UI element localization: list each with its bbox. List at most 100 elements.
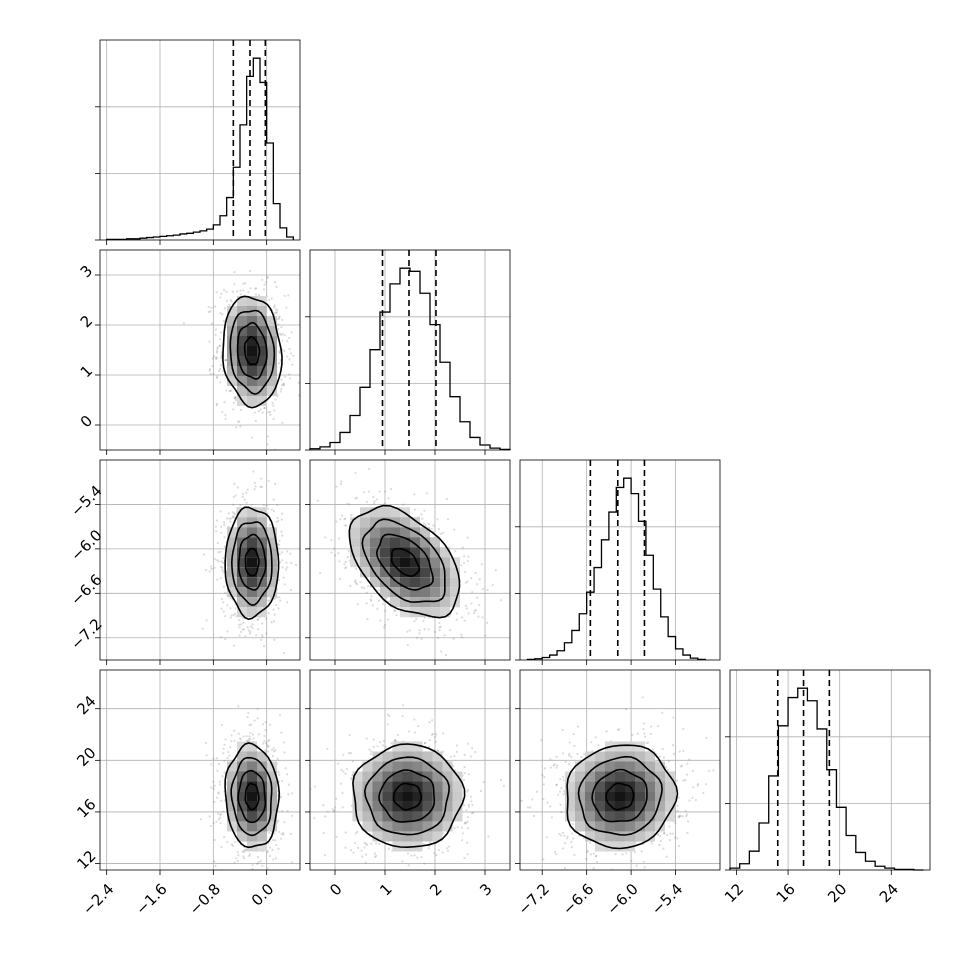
density-panel-1-3-sample-point bbox=[470, 795, 473, 798]
density-panel-0-1-density-cell bbox=[267, 376, 277, 386]
density-panel-0-2-sample-point bbox=[275, 603, 278, 607]
hist-panel-3-frame bbox=[729, 669, 931, 871]
density-panel-0-1-sample-point bbox=[229, 389, 232, 393]
density-panel-2-3-sample-point bbox=[572, 823, 575, 826]
density-panel-0-1-sample-point bbox=[259, 408, 262, 411]
density-panel-1-2-sample-point bbox=[453, 528, 456, 531]
density-panel-2-3-sample-point bbox=[675, 779, 679, 782]
density-panel-0-3-sample-point bbox=[271, 748, 274, 752]
density-panel-0-1-density-cell bbox=[257, 386, 267, 396]
density-panel-0-2-sample-point bbox=[215, 530, 218, 533]
density-panel-1-3-density-cell bbox=[362, 771, 373, 782]
density-panel-0-2-density-cell bbox=[247, 607, 257, 618]
density-panel-1-2-sample-point bbox=[365, 500, 368, 503]
density-panel-0-3-sample-point bbox=[251, 868, 254, 870]
density-panel-0-1-sample-point bbox=[292, 354, 295, 357]
density-panel-0-2-sample-point bbox=[248, 632, 252, 635]
density-panel-1-3-sample-point bbox=[435, 853, 438, 857]
density-panel-1-3-density-cell bbox=[402, 781, 413, 792]
density-panel-2-3-sample-point bbox=[572, 733, 575, 736]
density-panel-1-2-density-cell bbox=[400, 597, 410, 608]
density-panel-0-1-sample-point bbox=[272, 417, 275, 421]
density-panel-1-2-contour-0 bbox=[390, 547, 421, 577]
density-panel-1-3-density-cell bbox=[352, 791, 363, 802]
density-panel-1-2-density-cell bbox=[440, 547, 450, 558]
density-panel-1-3-sample-point bbox=[463, 771, 466, 775]
density-panel-0-1-sample-point bbox=[290, 331, 293, 334]
density-panel-0-3-sample-point bbox=[271, 848, 274, 851]
density-panel-2-3-density-cell bbox=[645, 751, 655, 762]
density-panel-2-3-sample-point bbox=[592, 867, 595, 870]
density-panel-0-3-density-cell bbox=[257, 841, 267, 852]
density-panel-2-3-density-cell bbox=[595, 801, 605, 812]
density-panel-2-3-density-cell bbox=[615, 791, 625, 802]
density-panel-0-1-sample-point bbox=[236, 290, 239, 293]
density-panel-1-3-sample-point bbox=[322, 832, 325, 835]
density-panel-0-3-sample-point bbox=[212, 780, 215, 784]
density-panel-2-3-sample-point bbox=[580, 756, 583, 759]
density-panel-1-2-sample-point bbox=[355, 496, 358, 500]
density-panel-2-3-sample-point bbox=[559, 803, 562, 806]
density-panel-0-2-sample-point bbox=[285, 561, 288, 564]
density-panel-0-2-sample-point bbox=[285, 601, 289, 604]
density-panel-1-3-density-cell bbox=[382, 771, 393, 782]
density-panel-2-3-sample-point bbox=[642, 722, 646, 725]
density-panel-1-2-sample-point bbox=[337, 552, 340, 555]
density-panel-0-1-sample-point bbox=[281, 421, 284, 424]
density-panel-0-2-sample-point bbox=[216, 559, 219, 562]
density-panel-0-3-sample-point bbox=[247, 878, 249, 880]
density-panel-0-3-sample-point bbox=[290, 814, 294, 817]
density-panel-1-3-density-cell bbox=[432, 761, 443, 772]
density-panel-0-3-sample-point bbox=[228, 754, 231, 757]
density-panel-1-2-density-cell bbox=[400, 587, 410, 598]
density-panel-0-1-sample-point bbox=[261, 278, 264, 281]
density-panel-1-2-density-cell bbox=[360, 537, 370, 548]
density-panel-0-1-sample-point bbox=[282, 382, 285, 385]
density-panel-0-2-sample-point bbox=[232, 613, 235, 616]
density-panel-0-1-sample-point bbox=[268, 410, 272, 414]
density-panel-2-3-density-cell bbox=[625, 821, 635, 832]
density-panel-1-3-density-cell bbox=[422, 821, 433, 832]
density-panel-0-3-sample-point bbox=[219, 822, 222, 825]
density-panel-1-2-sample-point bbox=[360, 586, 363, 589]
density-panel-0-2-sample-point bbox=[202, 553, 206, 556]
density-panel-1-2-density-cell bbox=[420, 607, 430, 618]
density-panel-2-3-sample-point bbox=[647, 741, 650, 744]
density-panel-1-2-density-cell bbox=[350, 557, 360, 568]
density-panel-0-3-sample-point bbox=[277, 771, 280, 774]
density-panel-1-2-sample-point bbox=[383, 490, 387, 493]
density-panel-1-2-sample-point bbox=[372, 495, 375, 499]
density-panel-0-3-sample-point bbox=[217, 792, 220, 795]
density-panel-1-2-sample-point bbox=[491, 583, 494, 587]
density-panel-0-1-sample-point bbox=[278, 332, 282, 335]
density-panel-2-3-density-cell bbox=[655, 811, 665, 822]
density-panel-2-3-sample-point bbox=[657, 833, 660, 836]
density-panel-1-3-sample-point bbox=[372, 745, 375, 748]
density-panel-0-1-sample-point bbox=[277, 362, 281, 365]
density-panel-2-3-sample-point bbox=[565, 837, 569, 840]
density-panel-1-3-density-cell bbox=[372, 821, 383, 832]
density-panel-0-3-sample-point bbox=[245, 735, 248, 738]
density-panel-1-3-sample-point bbox=[352, 851, 355, 854]
density-panel-1-2-density-cell bbox=[360, 507, 370, 518]
density-panel-2-3-sample-point bbox=[594, 855, 598, 858]
density-panel-2-3-density-cell bbox=[615, 781, 625, 792]
density-panel-1-3-density-cell bbox=[412, 811, 423, 822]
density-panel-0-1-sample-point bbox=[207, 310, 211, 314]
density-panel-0-2-density-cell bbox=[247, 597, 257, 608]
density-panel-0-1-density-cell bbox=[237, 296, 247, 306]
density-panel-2-3-sample-point bbox=[567, 762, 570, 766]
density-panel-0-3-sample-point bbox=[285, 773, 289, 776]
density-panel-1-3-density-cell bbox=[442, 821, 453, 832]
density-panel-2-3-sample-point bbox=[550, 816, 553, 819]
density-panel-2-3-sample-point bbox=[697, 782, 700, 786]
density-panel-2-3-density-cell bbox=[595, 751, 605, 762]
density-panel-0-3-sample-point bbox=[245, 888, 247, 890]
density-panel-2-3-sample-point bbox=[680, 764, 683, 767]
density-panel-2-3-density-cell bbox=[575, 821, 585, 832]
density-panel-0-1-density-cell bbox=[237, 346, 247, 356]
density-panel-1-2-sample-point bbox=[406, 643, 409, 647]
density-panel-1-2-sample-point bbox=[377, 589, 380, 592]
density-panel-1-2-sample-point bbox=[478, 578, 481, 581]
density-panel-0-2-sample-point bbox=[220, 525, 223, 528]
